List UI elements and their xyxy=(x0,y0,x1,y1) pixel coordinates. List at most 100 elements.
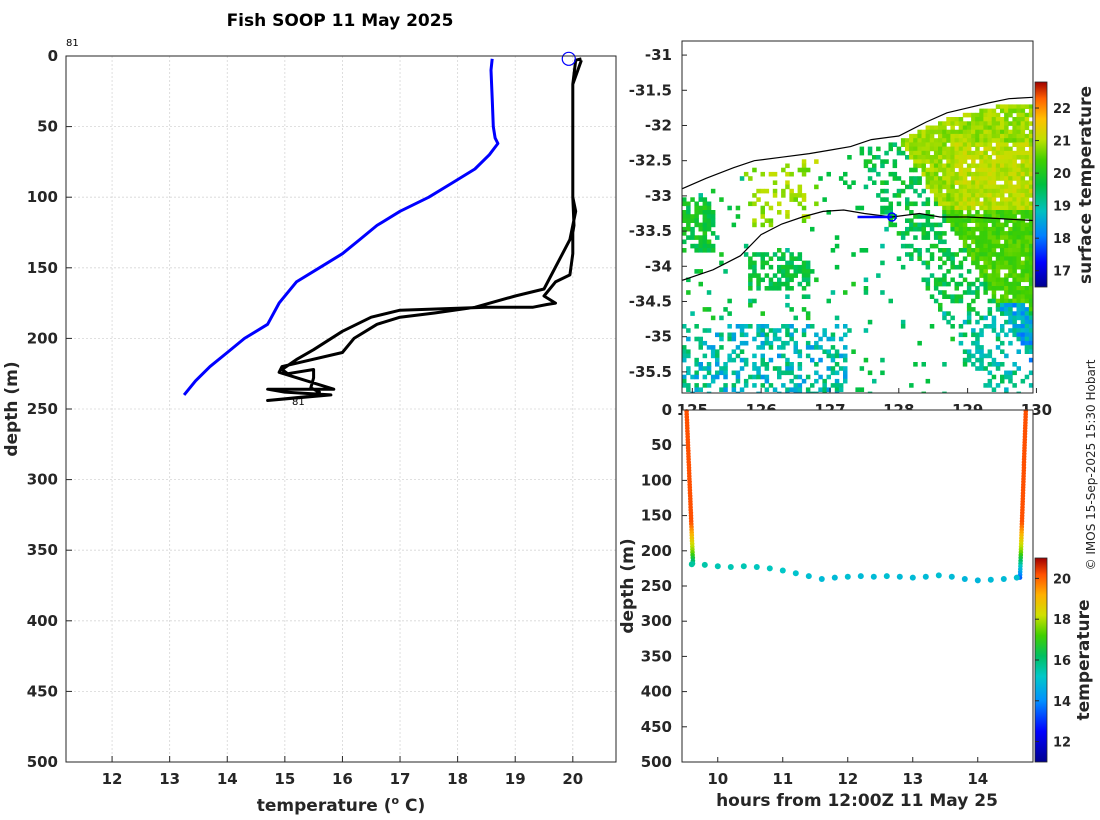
sst-pixel xyxy=(983,133,988,139)
sst-pixel xyxy=(1004,150,1009,156)
sst-pixel xyxy=(793,328,798,333)
sst-pixel xyxy=(991,121,997,126)
sst-pixel xyxy=(760,277,765,283)
sst-pixel xyxy=(834,264,840,270)
sst-pixel xyxy=(950,193,955,198)
sst-pixel xyxy=(880,260,885,266)
sst-pixel xyxy=(768,205,774,211)
sst-pixel xyxy=(1020,311,1026,316)
sst-pixel xyxy=(991,180,997,185)
sst-pixel xyxy=(946,218,951,223)
sst-pixel xyxy=(797,269,803,274)
sst-pixel xyxy=(682,231,687,236)
sst-pixel xyxy=(1008,108,1013,114)
sst-pixel xyxy=(905,243,910,249)
sst-pixel xyxy=(1000,138,1005,143)
sst-pixel xyxy=(900,150,906,156)
sst-pixel xyxy=(706,222,712,228)
section-x-ticks: 10 11 12 13 14 xyxy=(707,757,988,788)
sst-pixel xyxy=(983,176,988,181)
sst-pixel xyxy=(1000,159,1005,164)
sst-pixel xyxy=(1024,167,1030,173)
sst-pixel xyxy=(1004,184,1009,190)
sst-pixel xyxy=(975,201,980,207)
sst-pixel xyxy=(1024,311,1030,316)
sst-pixel xyxy=(971,328,976,333)
sst-pixel xyxy=(995,184,1001,190)
sst-pixel xyxy=(789,197,794,202)
sst-pixel xyxy=(694,374,699,380)
sst-pixel xyxy=(975,235,980,240)
sst-pixel xyxy=(1028,332,1033,338)
sst-pixel xyxy=(1024,188,1030,194)
sst-pixel xyxy=(983,315,988,321)
sst-pixel xyxy=(979,256,984,261)
sst-pixel xyxy=(1024,214,1030,219)
section-y-tick-label: 450 xyxy=(641,718,672,736)
sst-pixel xyxy=(822,197,827,202)
sst-pixel xyxy=(991,112,997,118)
sst-pixel xyxy=(793,269,798,274)
sst-pixel xyxy=(975,345,980,350)
sst-pixel xyxy=(834,235,840,240)
sst-pixel xyxy=(715,332,720,338)
sst-pixel xyxy=(1028,260,1033,266)
sst-pixel xyxy=(917,214,922,219)
sst-pixel xyxy=(938,239,943,245)
sst-pixel xyxy=(760,328,765,333)
sst-pixel xyxy=(880,243,885,249)
sst-pixel xyxy=(962,319,968,325)
profile-line-tow xyxy=(266,57,583,402)
sst-pixel xyxy=(1028,286,1033,291)
sst-pixel xyxy=(913,150,918,156)
sst-pixel xyxy=(748,286,753,291)
sst-pixel xyxy=(793,340,798,346)
profile-end-label: 81 xyxy=(292,397,305,408)
sst-pixel xyxy=(966,231,972,236)
sst-pixel xyxy=(694,243,699,249)
sst-pixel xyxy=(756,281,761,287)
sst-pixel xyxy=(900,231,906,236)
sst-pixel xyxy=(987,311,993,316)
sst-pixel xyxy=(1028,281,1033,287)
sst-pixel xyxy=(818,336,823,342)
sst-pixel xyxy=(958,294,964,299)
sst-pixel xyxy=(872,180,877,185)
sst-pixel xyxy=(983,286,988,291)
sst-pixel xyxy=(933,201,939,207)
sst-pixel xyxy=(810,324,815,329)
sst-pixel xyxy=(768,222,774,228)
sst-pixel xyxy=(962,226,968,232)
sst-pixel xyxy=(995,133,1001,139)
section-point xyxy=(961,576,968,582)
sst-pixel xyxy=(1004,302,1009,308)
sst-pixel xyxy=(958,133,964,139)
sst-pixel xyxy=(991,214,997,219)
sst-pixel xyxy=(966,302,972,308)
sst-pixel xyxy=(975,319,980,325)
sst-pixel xyxy=(1004,104,1009,109)
sst-pixel xyxy=(962,193,968,198)
sst-pixel xyxy=(966,353,972,359)
sst-pixel xyxy=(991,286,997,291)
sst-pixel xyxy=(793,256,798,261)
sst-pixel xyxy=(1004,222,1009,228)
sst-pixel xyxy=(942,167,947,173)
sst-pixel xyxy=(917,256,922,261)
sst-pixel xyxy=(975,243,980,249)
sst-pixel xyxy=(682,214,687,219)
sst-pixel xyxy=(698,248,703,253)
sst-pixel xyxy=(938,167,943,173)
sst-pixel xyxy=(925,184,931,190)
sst-pixel xyxy=(946,180,951,185)
sst-pixel xyxy=(917,222,922,228)
sst-pixel xyxy=(789,188,794,194)
sst-pixel xyxy=(797,193,803,198)
sst-pixel xyxy=(958,281,964,287)
sst-pixel xyxy=(1020,171,1026,177)
sst-pixel xyxy=(987,277,993,283)
sst-pixel xyxy=(876,155,881,160)
sst-pixel xyxy=(971,121,976,126)
sst-pixel xyxy=(764,362,770,367)
sst-pixel xyxy=(702,214,708,219)
